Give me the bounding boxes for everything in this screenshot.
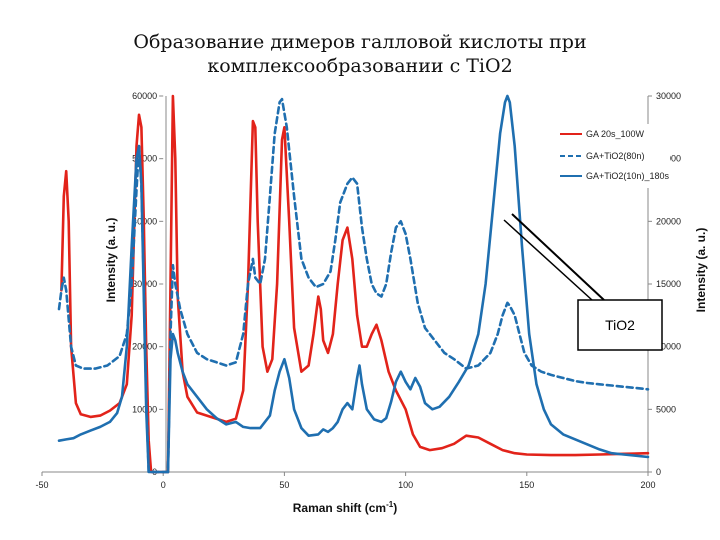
x-axis-label-main: Raman shift (cm	[293, 501, 386, 515]
right-y-tick-label: 15000	[656, 279, 681, 289]
x-tick-label: -50	[35, 480, 48, 490]
series-group	[57, 94, 650, 474]
right-y-tick-label: 10000	[656, 342, 681, 352]
chart-title-line1: Образование димеров галловой кислоты при	[133, 31, 587, 53]
right-y-tick-label: 5000	[656, 404, 676, 414]
left-y-tick-label: 10000	[132, 404, 157, 414]
series-line-3	[57, 94, 650, 474]
series-line-2	[57, 97, 650, 474]
x-tick-label: 100	[398, 480, 413, 490]
legend: GA 20s_100W GA+TiO2(80n) GA+TiO2(10n)_18…	[556, 124, 670, 188]
left-y-tick-label: 60000	[132, 91, 157, 101]
x-axis-label-end: )	[393, 501, 397, 515]
tio2-annotation: TiO2	[503, 213, 663, 351]
chart-title-line2: комплексообразовании с TiO2	[207, 55, 513, 77]
legend-label-blue: GA+TiO2(10n)_180s	[586, 171, 669, 181]
legend-label-dashed: GA+TiO2(80n)	[586, 151, 644, 161]
annotation-box	[577, 299, 663, 351]
annotation-arrow-2	[503, 219, 593, 301]
right-y-tick-label: 0	[656, 467, 661, 477]
x-axis-label-sup: -1	[386, 500, 394, 509]
annotation-label: TiO2	[605, 317, 635, 333]
legend-label-red: GA 20s_100W	[586, 129, 645, 139]
right-y-axis-label: Intensity (a. u.)	[694, 228, 708, 313]
left-y-tick-label: 50000	[132, 154, 157, 164]
right-y-tick-label: 20000	[656, 216, 681, 226]
x-axis-label: Raman shift (cm-1)	[293, 500, 397, 515]
right-y-tick-label: 30000	[656, 91, 681, 101]
x-tick-label: 200	[640, 480, 655, 490]
series-line-1	[60, 94, 650, 474]
left-y-axis-label: Intensity (a. u.)	[104, 218, 118, 303]
annotation-arrow-1	[511, 213, 605, 301]
chart-title: Образование димеров галловой кислоты при…	[0, 30, 720, 78]
x-tick-label: 0	[161, 480, 166, 490]
x-tick-label: 50	[279, 480, 289, 490]
x-tick-label: 150	[519, 480, 534, 490]
